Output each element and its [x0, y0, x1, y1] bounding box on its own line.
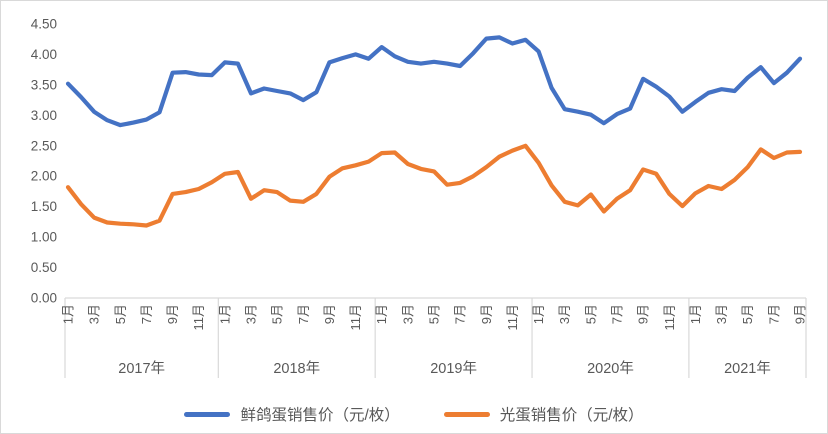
x-axis-year-label: 2018年: [273, 360, 320, 377]
legend-line-marker-blue-icon: [184, 411, 231, 417]
x-axis-month-label: 9月: [165, 304, 180, 324]
x-axis-month-label: 7月: [453, 304, 468, 324]
y-axis-tick-label: 0.00: [31, 291, 57, 306]
x-axis-month-label: 5月: [270, 304, 285, 324]
x-axis-year-label: 2017年: [118, 360, 165, 377]
x-axis-month-label: 3月: [244, 304, 259, 324]
x-axis-month-label: 3月: [87, 304, 102, 324]
x-axis-month-label: 11月: [191, 304, 206, 331]
x-axis-month-label: 9月: [322, 304, 337, 324]
y-axis-tick-label: 1.50: [31, 199, 57, 214]
x-axis-month-label: 7月: [610, 304, 625, 324]
legend-label-fresh-pigeon-egg: 鲜鸽蛋销售价（元/枚）: [240, 407, 400, 424]
y-axis-tick-label: 2.00: [31, 169, 57, 184]
legend-label-shell-egg: 光蛋销售价（元/枚）: [499, 407, 644, 424]
x-axis-month-label: 1月: [531, 304, 546, 324]
x-axis-month-label: 1月: [61, 304, 76, 324]
y-axis-tick-label: 4.50: [31, 17, 57, 32]
x-axis-month-label: 3月: [400, 304, 415, 324]
x-axis-month-label: 11月: [505, 304, 520, 331]
x-axis-month-label: 3月: [714, 304, 729, 324]
x-axis-year-label: 2019年: [430, 360, 477, 377]
x-axis-month-label: 7月: [139, 304, 154, 324]
x-axis-month-label: 11月: [348, 304, 363, 331]
x-axis-month-label: 1月: [217, 304, 232, 324]
legend-line-marker-orange-icon: [443, 411, 490, 417]
x-axis-month-label: 3月: [557, 304, 572, 324]
series-line-shell-egg: [65, 143, 803, 228]
chart-legend: 鲜鸽蛋销售价（元/枚） 光蛋销售价（元/枚）: [1, 397, 827, 431]
x-axis-month-label: 9月: [793, 304, 808, 324]
x-axis-month-label: 9月: [636, 304, 651, 324]
y-axis-tick-label: 0.50: [31, 260, 57, 275]
x-axis-month-label: 7月: [296, 304, 311, 324]
x-axis-year-label: 2020年: [587, 360, 634, 377]
x-axis-month-label: 5月: [740, 304, 755, 324]
y-axis-tick-label: 2.50: [31, 138, 57, 153]
x-axis-month-label: 5月: [583, 304, 598, 324]
y-axis-tick-label: 3.50: [31, 77, 57, 92]
x-axis-month-label: 1月: [688, 304, 703, 324]
y-axis-tick-label: 3.00: [31, 108, 57, 123]
y-axis-tick-label: 1.00: [31, 230, 57, 245]
x-axis-month-label: 9月: [479, 304, 494, 324]
legend-item-shell-egg: 光蛋销售价（元/枚）: [443, 403, 644, 425]
x-axis-month-label: 1月: [374, 304, 389, 324]
legend-item-fresh-pigeon-egg: 鲜鸽蛋销售价（元/枚）: [184, 403, 400, 425]
series-line-fresh-pigeon-egg: [65, 35, 803, 128]
x-axis-month-label: 5月: [427, 304, 442, 324]
x-axis-month-label: 11月: [662, 304, 677, 331]
x-axis-month-label: 7月: [766, 304, 781, 324]
x-axis-year-label: 2021年: [724, 360, 771, 377]
x-axis-month-label: 5月: [113, 304, 128, 324]
y-axis-tick-label: 4.00: [31, 47, 57, 62]
